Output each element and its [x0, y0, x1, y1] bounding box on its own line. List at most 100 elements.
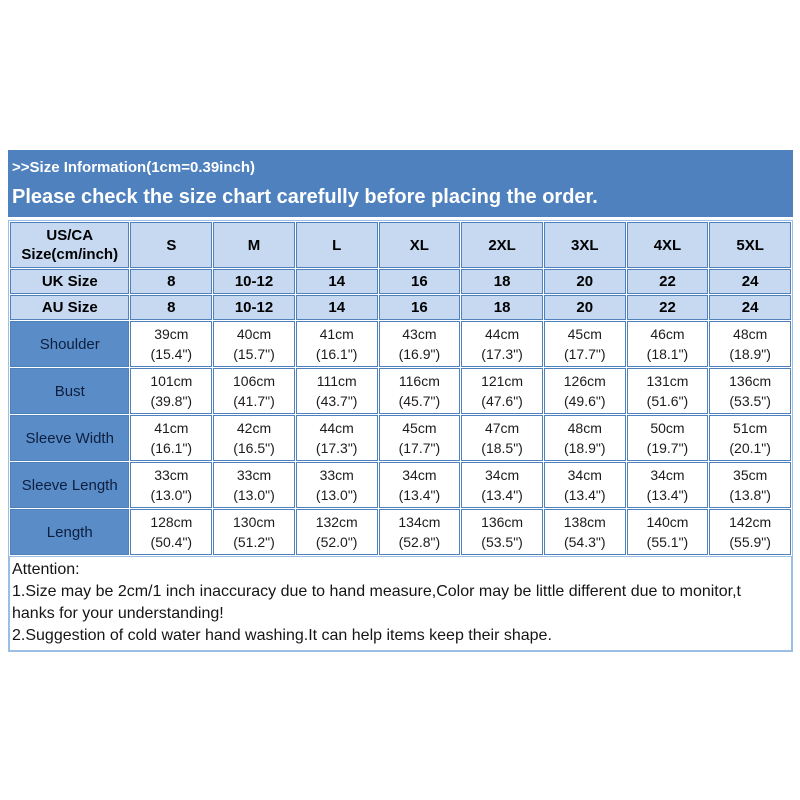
measurement-cm-value: 50cm: [650, 420, 685, 436]
measurement-inch-value: (17.7"): [398, 440, 441, 456]
measurement-cm-value: 33cm: [236, 467, 272, 483]
measurement-cell: 41cm (16.1"): [295, 321, 378, 367]
measurement-cell: 45cm (17.7"): [378, 415, 461, 461]
measurement-inch-value: (15.7"): [233, 346, 275, 362]
measurement-cm-value: 140cm: [646, 514, 689, 530]
measurement-cell: 42cm (16.5"): [213, 415, 295, 461]
size-column-header: 3XL: [543, 222, 626, 268]
size-column-header: 2XL: [461, 222, 543, 268]
measurement-cm-value: 51cm: [733, 420, 768, 436]
measurement-cell: 140cm (55.1"): [626, 509, 709, 555]
region-row: UK Size 8 10-12 14 16 18 20 22 24: [10, 269, 791, 294]
region-size-cell: 22: [626, 269, 709, 294]
measurement-cell: 33cm (13.0"): [130, 462, 213, 508]
region-size-cell: 24: [709, 295, 791, 320]
measurement-cm-value: 101cm: [150, 373, 193, 389]
measurement-row: Sleeve Width 41cm (16.1") 42cm (16.5") 44cm (1…: [10, 415, 791, 461]
measurement-inch-value: (18.9"): [729, 346, 771, 362]
measurement-cm-value: 39cm: [154, 326, 189, 342]
region-size-cell: 16: [378, 295, 461, 320]
measurement-cm-value: 126cm: [563, 373, 606, 389]
measurement-cell: 48cm (18.9"): [709, 321, 791, 367]
measurement-cell: 130cm (51.2"): [213, 509, 295, 555]
measurement-inch-value: (53.5"): [481, 534, 523, 550]
measurement-cm-value: 130cm: [233, 514, 276, 530]
measurement-cm-value: 45cm: [402, 420, 437, 436]
measurement-cell: 33cm (13.0"): [295, 462, 378, 508]
measurement-cm-value: 44cm: [484, 326, 520, 342]
region-size-cell: 18: [461, 295, 543, 320]
measurement-cell: 128cm (50.4"): [130, 509, 213, 555]
measurement-cell: 106cm (41.7"): [213, 368, 295, 414]
measurement-row-label: Length: [10, 509, 130, 555]
attention-note: Attention: 1.Size may be 2cm/1 inch inacc…: [8, 557, 793, 652]
size-column-header: XL: [378, 222, 461, 268]
measurement-cm-value: 121cm: [481, 373, 524, 389]
measurement-cell: 126cm (49.6"): [543, 368, 626, 414]
region-size-cell: 18: [461, 269, 543, 294]
measurement-inch-value: (13.0"): [233, 487, 275, 503]
measurement-cm-value: 41cm: [319, 326, 354, 342]
measurement-cell: 47cm (18.5"): [461, 415, 543, 461]
measurement-cell: 46cm (18.1"): [626, 321, 709, 367]
measurement-cm-value: 134cm: [398, 514, 441, 530]
measurement-cm-value: 34cm: [402, 467, 437, 483]
size-table-body: US/CA Size(cm/inch) S M L XL 2XL 3XL 4XL 5XL UK S…: [10, 222, 791, 555]
measurement-cm-value: 35cm: [733, 467, 768, 483]
measurement-cell: 101cm (39.8"): [130, 368, 213, 414]
measurement-cm-value: 132cm: [315, 514, 358, 530]
measurement-inch-value: (18.1"): [646, 346, 689, 362]
measurement-cell: 131cm (51.6"): [626, 368, 709, 414]
measurement-inch-value: (19.7"): [646, 440, 689, 456]
measurement-inch-value: (16.9"): [398, 346, 441, 362]
banner-title: >>Size Information(1cm=0.39inch): [12, 159, 255, 176]
measurement-row: Bust 101cm (39.8") 106cm (41.7") 111cm (43.7")…: [10, 368, 791, 414]
region-row-label: UK Size: [10, 269, 130, 294]
measurement-cm-value: 116cm: [398, 373, 440, 389]
measurement-cell: 44cm (17.3"): [461, 321, 543, 367]
measurement-inch-value: (52.0"): [315, 534, 358, 550]
region-size-cell: 20: [543, 295, 626, 320]
size-column-header: 5XL: [709, 222, 791, 268]
measurement-cell: 121cm (47.6"): [461, 368, 543, 414]
measurement-cell: 111cm (43.7"): [295, 368, 378, 414]
measurement-cm-value: 33cm: [154, 467, 189, 483]
measurement-inch-value: (16.5"): [233, 440, 275, 456]
measurement-cell: 45cm (17.7"): [543, 321, 626, 367]
measurement-cm-value: 33cm: [319, 467, 354, 483]
banner: >>Size Information(1cm=0.39inch) Please …: [8, 150, 793, 217]
measurement-inch-value: (43.7"): [315, 393, 358, 409]
measurement-inch-value: (49.6"): [563, 393, 606, 409]
measurement-cm-value: 48cm: [567, 420, 602, 436]
measurement-inch-value: (20.1"): [729, 440, 771, 456]
measurement-inch-value: (52.8"): [398, 534, 441, 550]
attention-line: 2.Suggestion of cold water hand washing.…: [12, 627, 552, 644]
measurement-inch-value: (13.0"): [150, 487, 193, 503]
region-size-cell: 10-12: [213, 269, 295, 294]
measurement-cell: 134cm (52.8"): [378, 509, 461, 555]
measurement-cell: 33cm (13.0"): [213, 462, 295, 508]
measurement-cm-value: 34cm: [650, 467, 685, 483]
size-table: US/CA Size(cm/inch) S M L XL 2XL 3XL 4XL 5XL UK S…: [8, 220, 793, 557]
measurement-cell: 34cm (13.4"): [378, 462, 461, 508]
measurement-inch-value: (50.4"): [150, 534, 193, 550]
measurement-cell: 136cm (53.5"): [461, 509, 543, 555]
measurement-row: Sleeve Length 33cm (13.0") 33cm (13.0") 33cm (…: [10, 462, 791, 508]
measurement-inch-value: (15.4"): [150, 346, 193, 362]
region-size-cell: 20: [543, 269, 626, 294]
measurement-cm-value: 136cm: [729, 373, 772, 389]
size-header-row: US/CA Size(cm/inch) S M L XL 2XL 3XL 4XL 5XL: [10, 222, 791, 268]
measurement-row-label: Sleeve Width: [10, 415, 130, 461]
measurement-inch-value: (13.4"): [398, 487, 441, 503]
measurement-cm-value: 42cm: [236, 420, 272, 436]
measurement-cm-value: 47cm: [484, 420, 520, 436]
measurement-cm-value: 46cm: [650, 326, 685, 342]
measurement-inch-value: (13.0"): [315, 487, 358, 503]
measurement-cm-value: 44cm: [319, 420, 354, 436]
region-row: AU Size 8 10-12 14 16 18 20 22 24: [10, 295, 791, 320]
measurement-cm-value: 48cm: [733, 326, 768, 342]
region-size-cell: 22: [626, 295, 709, 320]
measurement-inch-value: (17.3"): [481, 346, 523, 362]
measurement-cm-value: 40cm: [236, 326, 272, 342]
measurement-cm-value: 43cm: [402, 326, 437, 342]
